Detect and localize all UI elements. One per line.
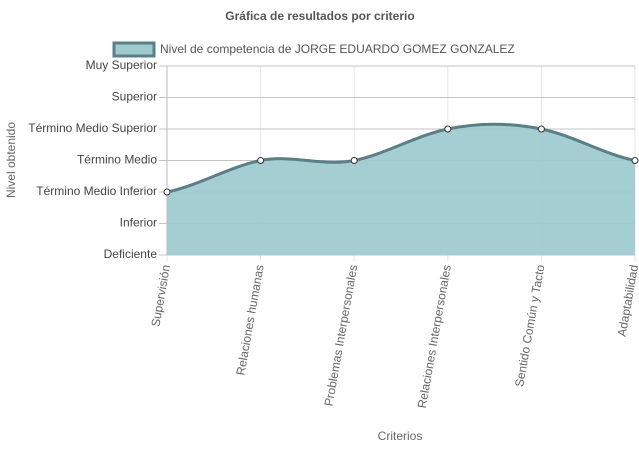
area — [167, 124, 635, 255]
chart-title: Gráfica de resultados por criterio — [225, 9, 414, 23]
legend-label: Nivel de competencia de JORGE EDUARDO GO… — [160, 42, 515, 56]
point — [444, 125, 452, 133]
y-tick-label: Deficiente — [104, 247, 158, 261]
x-tick-label: Relaciones Interpersonales — [415, 264, 454, 410]
legend-swatch — [112, 41, 156, 58]
point — [257, 157, 265, 164]
y-axis-title: Nivel obtenido — [4, 122, 18, 198]
y-tick-label: Término Medio Inferior — [36, 184, 157, 198]
y-tick-label: Término Medio — [77, 153, 157, 167]
y-tick-label: Inferior — [120, 216, 157, 230]
y-tick-label: Término Medio Superior — [28, 121, 157, 135]
point — [163, 188, 171, 196]
x-tick-label: Supervisión — [148, 264, 173, 328]
x-tick-label: Adaptabilidad — [615, 264, 639, 338]
point — [537, 125, 545, 133]
x-axis-title: Criterios — [378, 429, 423, 443]
line — [166, 122, 636, 194]
y-tick-label: Superior — [112, 90, 157, 104]
point — [350, 157, 358, 164]
y-tick-label: Muy Superior — [86, 58, 157, 72]
x-tick-label: Problemas Interpersonales — [322, 264, 361, 408]
x-tick-label: Sentido Común y Tacto — [512, 263, 547, 388]
point — [631, 157, 639, 164]
x-tick-label: Relaciones humanas — [233, 264, 266, 377]
